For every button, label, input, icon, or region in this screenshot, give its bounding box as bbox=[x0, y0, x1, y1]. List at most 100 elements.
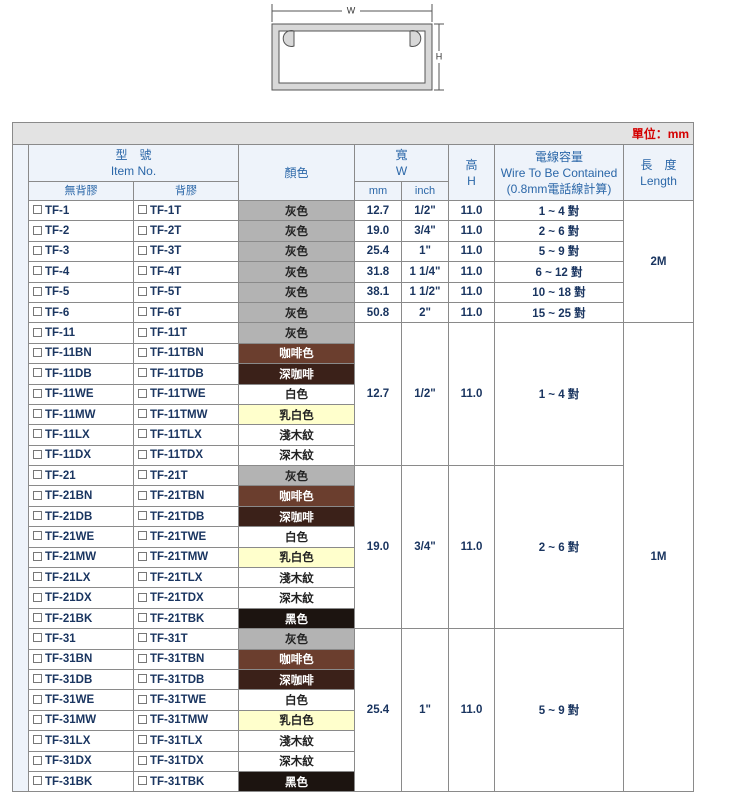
checkbox[interactable] bbox=[138, 735, 147, 745]
checkbox[interactable] bbox=[33, 286, 42, 296]
checkbox[interactable] bbox=[138, 409, 147, 419]
checkbox[interactable] bbox=[33, 551, 42, 561]
table-row: TF-31BK TF-31TBK 黑色 bbox=[13, 770, 694, 793]
checkbox[interactable] bbox=[33, 592, 42, 602]
checkbox[interactable] bbox=[138, 245, 147, 255]
item-no-adhesive: TF-31T bbox=[133, 628, 239, 650]
table-row: TF-4 TF-4T 灰色 31.8 1 1/4" 11.0 6 ~ 12 對 bbox=[13, 261, 694, 283]
checkbox[interactable] bbox=[138, 347, 147, 357]
checkbox[interactable] bbox=[138, 776, 147, 786]
checkbox[interactable] bbox=[33, 714, 42, 724]
wire-capacity: 6 ~ 12 對 bbox=[494, 261, 624, 283]
color-cell: 深木紋 bbox=[238, 750, 355, 772]
adhesive-header-text: 背膠 bbox=[175, 185, 197, 197]
item-no: TF-31 bbox=[28, 628, 134, 650]
checkbox[interactable] bbox=[138, 307, 147, 317]
item-no-adhesive: TF-21TBK bbox=[133, 607, 239, 630]
checkbox[interactable] bbox=[138, 266, 147, 276]
checkbox[interactable] bbox=[33, 694, 42, 704]
length-header-text: 長 度 bbox=[640, 157, 677, 172]
checkbox[interactable] bbox=[138, 551, 147, 561]
checkbox[interactable] bbox=[138, 388, 147, 398]
color-cell: 深咖啡 bbox=[238, 668, 355, 691]
unit-label: 單位：mm bbox=[11, 122, 695, 145]
checkbox[interactable] bbox=[138, 225, 147, 235]
checkbox[interactable] bbox=[138, 572, 147, 582]
checkbox[interactable] bbox=[138, 592, 147, 602]
color-header-text: 顏色 bbox=[284, 165, 309, 180]
height: 11.0 bbox=[448, 628, 495, 793]
checkbox[interactable] bbox=[33, 307, 42, 317]
checkbox[interactable] bbox=[33, 368, 42, 378]
item-no: TF-21LX bbox=[28, 567, 134, 589]
checkbox[interactable] bbox=[138, 755, 147, 765]
checkbox[interactable] bbox=[138, 490, 147, 500]
checkbox[interactable] bbox=[33, 409, 42, 419]
checkbox[interactable] bbox=[33, 776, 42, 786]
checkbox[interactable] bbox=[138, 449, 147, 459]
checkbox[interactable] bbox=[138, 470, 147, 480]
item-no: TF-31BK bbox=[28, 770, 134, 793]
color-cell: 灰色 bbox=[238, 465, 355, 487]
checkbox[interactable] bbox=[33, 572, 42, 582]
checkbox[interactable] bbox=[33, 735, 42, 745]
checkbox[interactable] bbox=[33, 429, 42, 439]
color-header: 顏色 bbox=[238, 144, 355, 201]
item-no-adhesive: TF-31TLX bbox=[133, 730, 239, 752]
checkbox[interactable] bbox=[33, 633, 42, 643]
checkbox[interactable] bbox=[33, 612, 42, 622]
checkbox[interactable] bbox=[138, 531, 147, 541]
table-row: TF-31 TF-31T 灰色 25.4 1" 11.0 5 ~ 9 對 bbox=[13, 628, 694, 793]
item-no-text: TF-21WE bbox=[45, 530, 95, 543]
checkbox[interactable] bbox=[33, 388, 42, 398]
checkbox[interactable] bbox=[138, 714, 147, 724]
checkbox[interactable] bbox=[33, 470, 42, 480]
checkbox[interactable] bbox=[33, 674, 42, 684]
color-cell-text: 灰色 bbox=[285, 205, 308, 218]
checkbox[interactable] bbox=[138, 429, 147, 439]
table-row: 單位：mm bbox=[11, 122, 695, 145]
checkbox[interactable] bbox=[138, 612, 147, 622]
height-text: 11.0 bbox=[460, 265, 483, 278]
color-cell: 黑色 bbox=[238, 607, 355, 630]
checkbox[interactable] bbox=[138, 205, 147, 215]
width-mm: 12.7 bbox=[354, 322, 402, 467]
checkbox[interactable] bbox=[33, 245, 42, 255]
checkbox[interactable] bbox=[33, 653, 42, 663]
item-no: TF-11BN bbox=[28, 342, 134, 365]
item-no-text: TF-4 bbox=[45, 265, 70, 278]
item-no: TF-21MW bbox=[28, 546, 134, 569]
checkbox[interactable] bbox=[138, 633, 147, 643]
width-inch: 3/4" bbox=[401, 220, 449, 242]
width-inch: 1 1/2" bbox=[401, 281, 449, 303]
checkbox[interactable] bbox=[33, 225, 42, 235]
checkbox[interactable] bbox=[33, 327, 42, 337]
table-row: 型 號 Item No. 顏色寬 W 高 H 電線容量 Wire To Be Containe… bbox=[12, 143, 695, 793]
checkbox[interactable] bbox=[33, 531, 42, 541]
checkbox[interactable] bbox=[33, 266, 42, 276]
checkbox[interactable] bbox=[138, 286, 147, 296]
table-row: TF-11DX TF-11TDX 深木紋 bbox=[13, 444, 694, 467]
checkbox[interactable] bbox=[138, 327, 147, 337]
checkbox[interactable] bbox=[33, 205, 42, 215]
color-cell-text: 乳白色 bbox=[279, 715, 314, 728]
wire-capacity-text: 2 ~ 6 對 bbox=[538, 226, 580, 239]
height: 11.0 bbox=[448, 220, 495, 242]
height-header-text: H bbox=[467, 173, 476, 188]
checkbox[interactable] bbox=[33, 511, 42, 521]
checkbox[interactable] bbox=[33, 490, 42, 500]
checkbox[interactable] bbox=[138, 653, 147, 663]
item-no: TF-1 bbox=[28, 199, 134, 222]
checkbox[interactable] bbox=[33, 347, 42, 357]
checkbox[interactable] bbox=[138, 511, 147, 521]
checkbox[interactable] bbox=[138, 694, 147, 704]
checkbox[interactable] bbox=[138, 368, 147, 378]
color-cell: 咖啡色 bbox=[238, 485, 355, 507]
width-mm: 19.0 bbox=[354, 220, 402, 242]
table-row: TF-2 TF-2T 灰色 19.0 3/4" 11.0 2 ~ 6 對 bbox=[13, 220, 694, 242]
checkbox[interactable] bbox=[138, 674, 147, 684]
checkbox[interactable] bbox=[33, 755, 42, 765]
checkbox[interactable] bbox=[33, 449, 42, 459]
width-header-text: 寬 bbox=[395, 148, 408, 162]
color-cell-text: 深木紋 bbox=[279, 756, 314, 769]
